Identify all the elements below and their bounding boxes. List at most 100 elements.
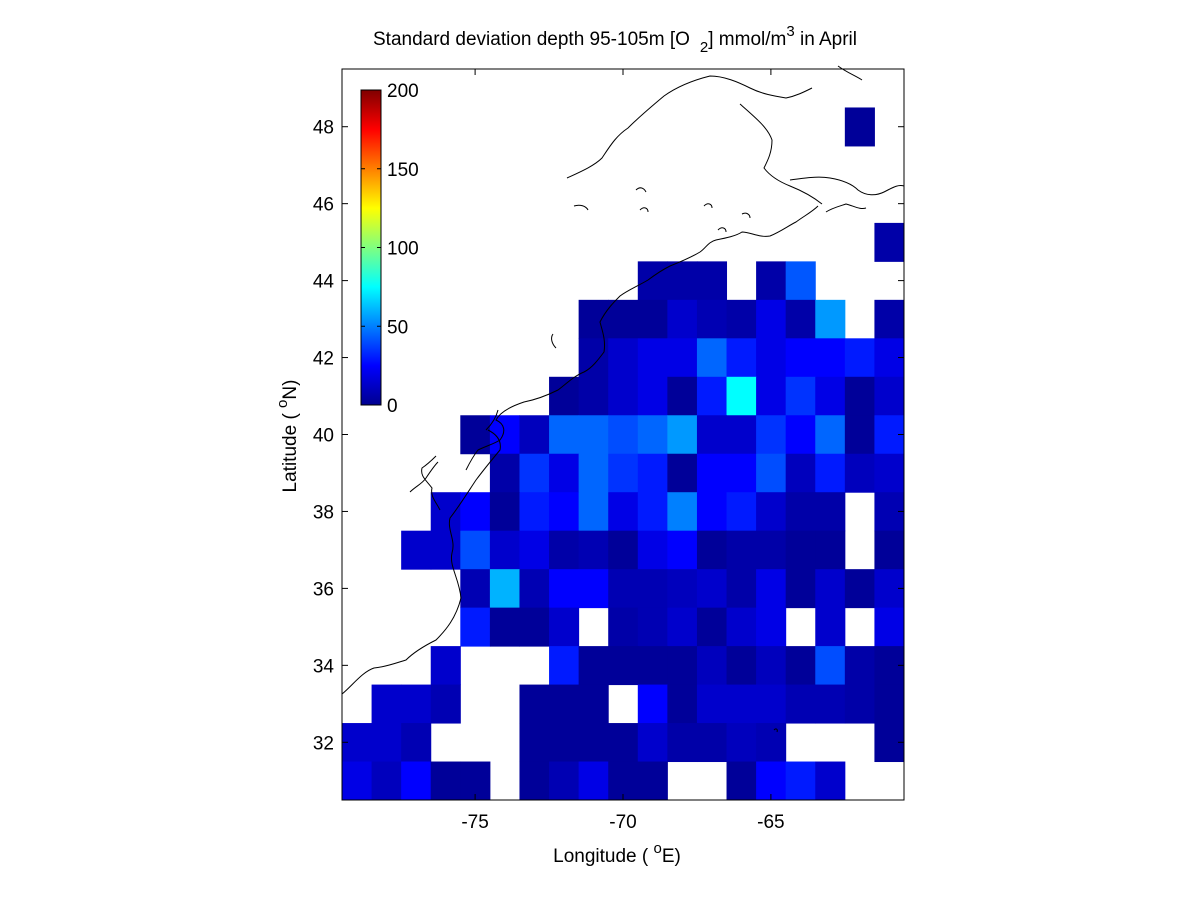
heatmap-cell (785, 261, 816, 301)
y-tick-label: 38 (313, 502, 334, 523)
heatmap-cell (667, 261, 698, 301)
heatmap-cell (756, 530, 787, 570)
axis-ticks: -75 -70 -65 32 34 36 38 40 42 44 46 48 (313, 69, 904, 833)
heatmap-cell (342, 761, 373, 801)
heatmap-cell (430, 761, 461, 801)
heatmap-cell (756, 338, 787, 378)
heatmap-cell (785, 684, 816, 724)
heatmap-cell (696, 569, 728, 609)
colorbar-tick-label: 50 (387, 317, 408, 338)
heatmap-cell (371, 684, 402, 724)
heatmap-cell (549, 646, 580, 686)
heatmap-cell (696, 723, 728, 763)
heatmap-cell (578, 338, 609, 378)
colorbar-tick-label: 100 (387, 239, 419, 260)
heatmap-cell (844, 684, 875, 724)
heatmap-cell (785, 453, 816, 493)
heatmap-cell (874, 222, 905, 262)
heatmap-cell (401, 684, 432, 724)
heatmap-cell (785, 569, 816, 609)
heatmap-cell (608, 415, 639, 455)
heatmap-cell (578, 376, 609, 416)
heatmap-cell (489, 492, 520, 532)
colorbar-ticks: 0 50 100 150 200 (361, 81, 419, 417)
heatmap-cell (519, 569, 550, 609)
heatmap-cell (637, 723, 668, 763)
heatmap-cell (549, 453, 580, 493)
heatmap-cell (549, 415, 580, 455)
heatmap-cell (401, 723, 432, 763)
heatmap-cell (608, 376, 639, 416)
heatmap-cell (874, 684, 905, 724)
heatmap-cell (430, 646, 461, 686)
heatmap-cell (696, 453, 728, 493)
heatmap-cell (460, 607, 491, 647)
heatmap-cell (667, 607, 698, 647)
heatmap-cell (756, 492, 787, 532)
heatmap-cell (489, 569, 520, 609)
chart-title-main: Standard deviation depth 95-105m [O (373, 29, 690, 50)
heatmap-cell (756, 646, 787, 686)
heatmap-cell (696, 376, 728, 416)
heatmap-cell (519, 415, 550, 455)
heatmap-cell (874, 376, 905, 416)
heatmap-cell (667, 415, 698, 455)
heatmap-cell (756, 376, 787, 416)
heatmap-cell (785, 492, 816, 532)
heatmap-cell (726, 415, 757, 455)
heatmap-cell (608, 607, 639, 647)
heatmap-cell (460, 415, 491, 455)
heatmap-cell (401, 530, 432, 570)
heatmap-cell (696, 492, 728, 532)
heatmap-cell (844, 453, 875, 493)
heatmap-cell (578, 299, 609, 339)
heatmap-cell (844, 107, 875, 147)
heatmap-cell (578, 492, 609, 532)
heatmap-cell (696, 607, 728, 647)
heatmap-cell (726, 723, 757, 763)
heatmap-cell (667, 530, 698, 570)
heatmap-cell (785, 376, 816, 416)
heatmap-cell (401, 761, 432, 801)
heatmap-cell (608, 569, 639, 609)
heatmap-cell (549, 723, 580, 763)
heatmap-cell (815, 607, 846, 647)
colorbar-tick-label: 150 (387, 160, 419, 181)
heatmap-cell (430, 530, 461, 570)
heatmap-cell (608, 723, 639, 763)
heatmap-cell (726, 530, 757, 570)
y-tick-label: 42 (313, 349, 334, 370)
y-tick-label: 46 (313, 195, 334, 216)
heatmap-cell (519, 723, 550, 763)
y-tick-label: 40 (313, 426, 334, 447)
heatmap-cell (637, 376, 668, 416)
heatmap-cell (785, 646, 816, 686)
heatmap-cell (667, 492, 698, 532)
heatmap-cell (756, 453, 787, 493)
heatmap-cell (549, 607, 580, 647)
heatmap-cell (460, 530, 491, 570)
y-axis-title-degree: o (274, 400, 291, 408)
heatmap-cell (696, 299, 728, 339)
heatmap-cell (637, 492, 668, 532)
heatmap-cell (815, 299, 846, 339)
heatmap-cell (519, 761, 550, 801)
heatmap-cell (371, 723, 402, 763)
heatmap-cell (608, 299, 639, 339)
heatmap-cell (489, 530, 520, 570)
heatmap-cell (608, 338, 639, 378)
heatmap-cell (844, 338, 875, 378)
heatmap-cell (756, 607, 787, 647)
heatmap-cell (874, 530, 905, 570)
heatmap-cell (844, 376, 875, 416)
heatmap-cell (637, 646, 668, 686)
heatmap-cell (726, 299, 757, 339)
heatmap-cell (785, 761, 816, 801)
heatmap-cell (815, 684, 846, 724)
heatmap-cell (696, 530, 728, 570)
heatmap-cell (549, 569, 580, 609)
heatmap-cell (726, 761, 757, 801)
heatmap-cell (844, 569, 875, 609)
heatmap-cell (696, 684, 728, 724)
heatmap-cell (549, 761, 580, 801)
